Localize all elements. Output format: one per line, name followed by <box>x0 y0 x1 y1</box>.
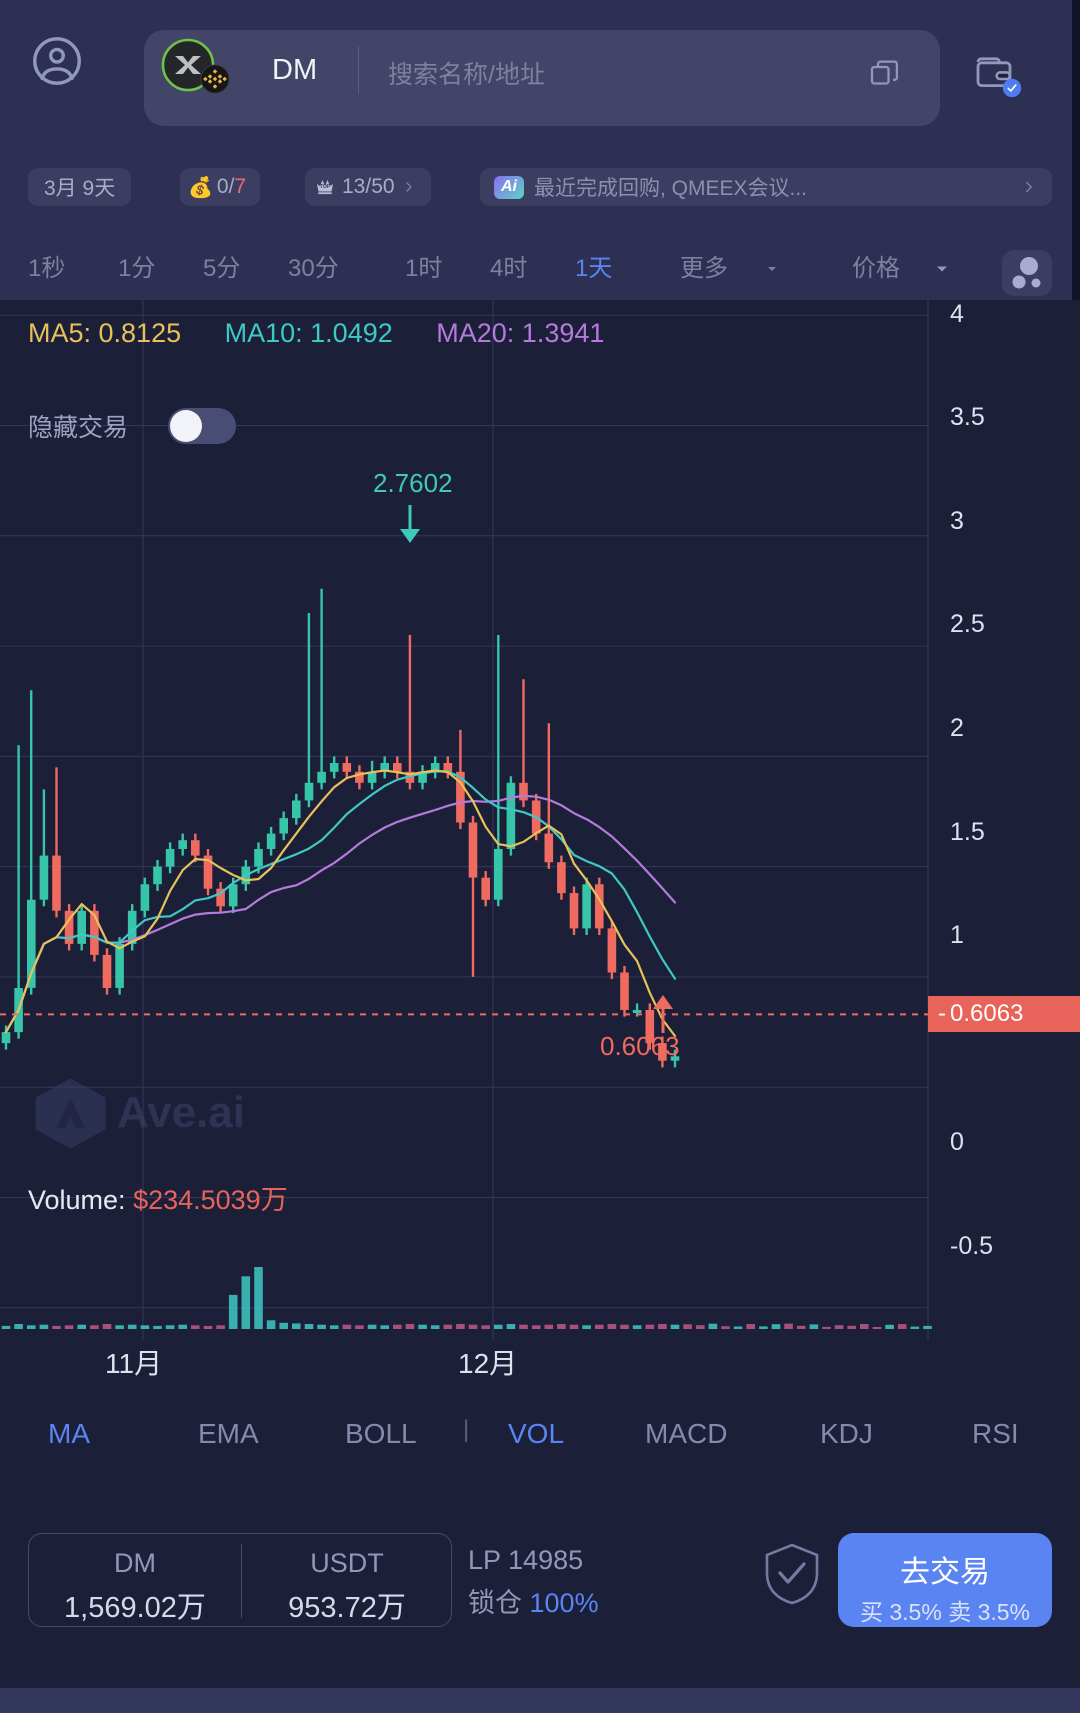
svg-text:TOP: TOP <box>320 184 331 190</box>
